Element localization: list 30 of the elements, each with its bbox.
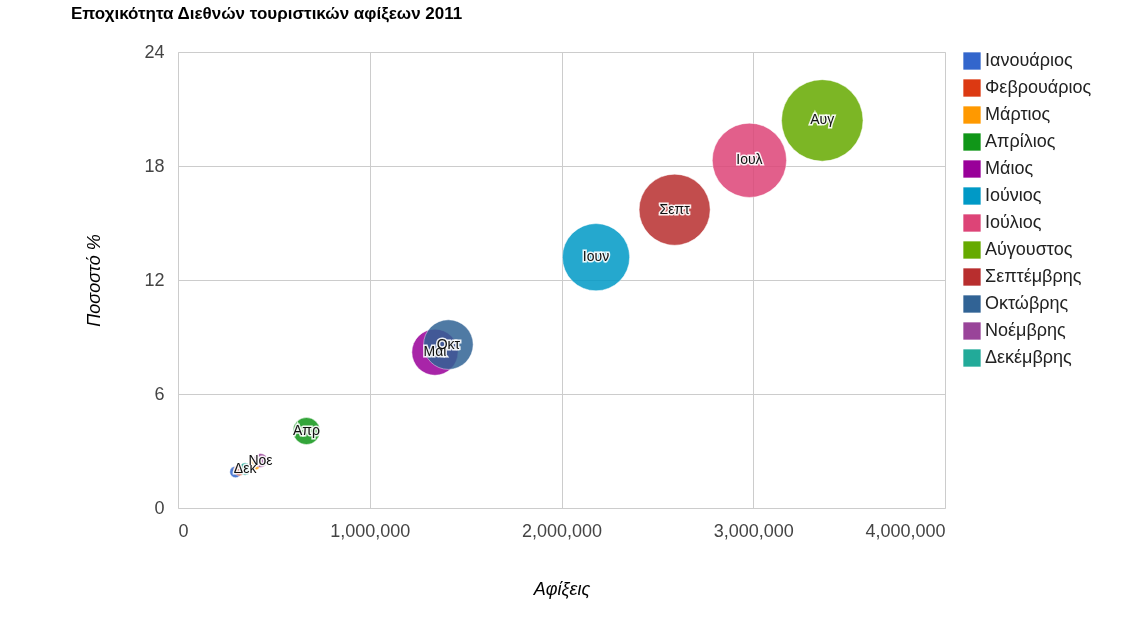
- data-label: Ιουλ: [736, 151, 763, 168]
- x-tick-label: 4,000,000: [865, 520, 946, 541]
- legend-label: Φεβρουάριος: [985, 77, 1092, 97]
- legend-label: Νοέμβρης: [985, 320, 1067, 340]
- x-tick-label: 3,000,000: [713, 520, 794, 541]
- legend-label: Ιούνιος: [985, 185, 1042, 205]
- x-tick-label: 2,000,000: [521, 520, 603, 541]
- x-tick-label: 1,000,000: [330, 520, 411, 541]
- legend-label: Μάιος: [985, 158, 1034, 178]
- legend-label: Μάρτιος: [985, 104, 1051, 124]
- legend-label: Ιούλιος: [985, 212, 1042, 232]
- legend-label: Δεκέμβρης: [985, 347, 1073, 367]
- y-tick-label: 24: [144, 41, 165, 62]
- chart-title: Εποχικότητα Διεθνών τουριστικών αφίξεων 2011: [70, 4, 463, 23]
- legend-label: Αύγουστος: [985, 239, 1073, 259]
- legend-label: Ιανουάριος: [985, 50, 1073, 70]
- y-tick-label: 12: [144, 269, 165, 290]
- legend-label: Σεπτέμβρης: [985, 266, 1082, 286]
- legend-label: Οκτώβρης: [985, 293, 1069, 313]
- x-tick-label: 0: [178, 520, 189, 541]
- legend-label: Απρίλιος: [985, 131, 1056, 151]
- y-tick-label: 0: [154, 497, 165, 518]
- data-label: Ιουν: [582, 248, 610, 265]
- data-label: Απρ: [292, 422, 320, 439]
- data-label: Σεπτ: [659, 200, 691, 217]
- x-axis-title: Αφίξεις: [532, 578, 591, 599]
- data-label: Αυγ: [810, 111, 835, 128]
- y-tick-label: 6: [154, 383, 165, 404]
- y-tick-label: 18: [144, 155, 165, 176]
- y-axis-title: Ποσοστό %: [84, 234, 105, 327]
